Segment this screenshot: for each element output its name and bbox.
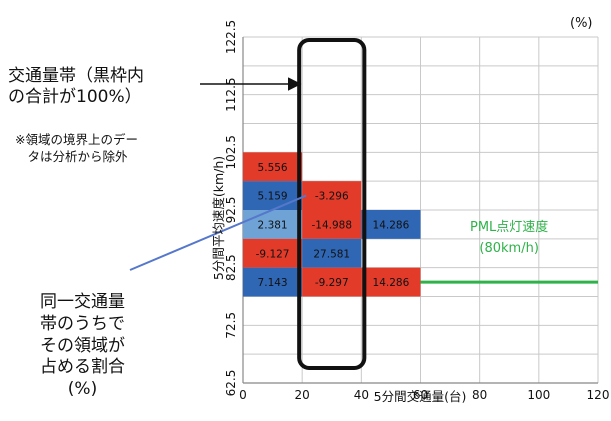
- cell-value-label: -3.296: [315, 191, 349, 203]
- heatmap-cell: [302, 238, 362, 268]
- cell-value-label: 14.286: [373, 277, 410, 289]
- band-frame: [297, 38, 367, 370]
- heatmap-cell: [243, 267, 303, 297]
- heatmap-cell: [243, 210, 303, 239]
- x-tick-label: 20: [295, 388, 310, 402]
- heatmap-cell: [243, 181, 303, 210]
- y-tick-label: 62.5: [224, 370, 238, 397]
- y-tick-label: 112.5: [224, 77, 238, 111]
- y-tick-label: 102.5: [224, 135, 238, 169]
- band-explanation-callout: 交通量帯（黒枠内 の合計が100%）: [8, 66, 144, 107]
- share-pointer-line: [129, 194, 307, 271]
- cell-value-label: 14.286: [373, 219, 410, 231]
- heatmap-cell: [302, 181, 362, 210]
- cell-value-label: 2.381: [258, 219, 288, 231]
- x-tick-label: 80: [472, 388, 487, 402]
- cell-value-label: 7.143: [258, 277, 288, 289]
- y-tick-label: 122.5: [224, 20, 238, 54]
- x-tick-label: 0: [239, 388, 247, 402]
- x-tick-label: 40: [354, 388, 369, 402]
- heatmap-cell: [302, 210, 362, 239]
- share-explanation-callout: 同一交通量 帯のうちで その領域が 占める割合 (%): [40, 292, 125, 399]
- x-tick-label: 60: [413, 388, 428, 402]
- cell-value-label: 5.556: [258, 162, 288, 174]
- cell-value-label: -14.988: [311, 219, 352, 231]
- y-tick-label: 82.5: [224, 254, 238, 281]
- overlays: [129, 38, 598, 370]
- x-axis-label: 5分間交通量(台): [374, 389, 467, 404]
- cell-value-label: -9.127: [256, 248, 290, 260]
- heatmap-cell: [243, 152, 303, 182]
- y-axis-label: 5分間平均速度(km/h): [211, 156, 226, 280]
- x-tick-label: 100: [527, 388, 550, 402]
- cell-value-label: -9.297: [315, 277, 349, 289]
- pml-speed-label: PML点灯速度 (80km/h): [470, 220, 549, 256]
- heatmap-cell: [361, 267, 421, 297]
- y-tick-label: 92.5: [224, 197, 238, 224]
- x-tick-label: 120: [587, 388, 610, 402]
- heatmap-cell: [302, 267, 362, 297]
- axis-ticks: 0 20 40 60 80 100 120 62.5 72.5 82.5 92.5 102.5 112.…: [224, 20, 609, 402]
- heatmap-cell: [243, 238, 303, 268]
- boundary-exclusion-note: ※領域の境界上のデー タは分析から除外: [15, 132, 138, 164]
- y-tick-label: 72.5: [224, 312, 238, 339]
- heatmap-cell: [361, 210, 421, 239]
- cell-value-label: 27.581: [313, 248, 350, 260]
- unit-label: (%): [570, 16, 593, 31]
- heatmap-cells: 5.556 5.159 -3.296 2.381 -14.988 14.286 -9.127…: [243, 152, 421, 297]
- cell-value-label: 5.159: [258, 191, 288, 203]
